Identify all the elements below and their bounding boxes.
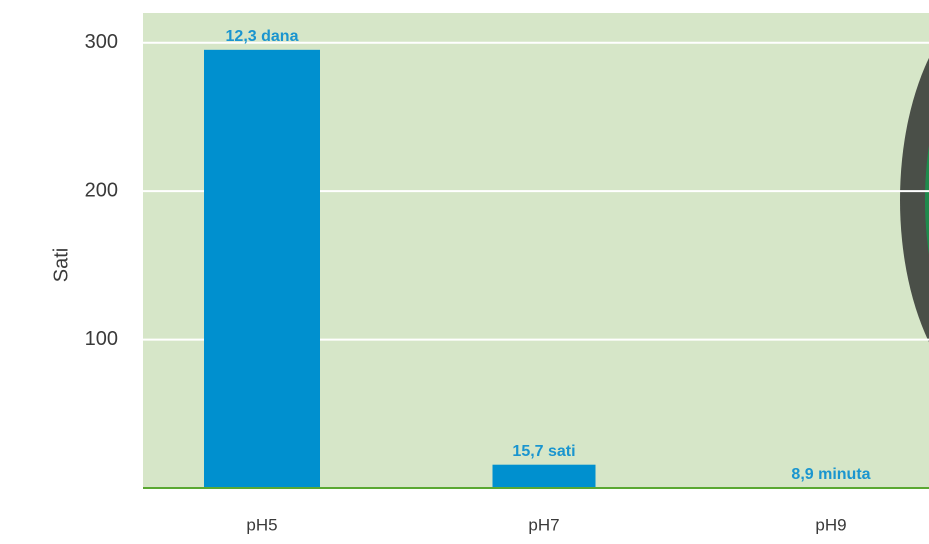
y-axis-label: Sati (50, 248, 72, 282)
decoration (900, 58, 929, 342)
value-label: 15,7 sati (512, 443, 575, 460)
x-tick-label: pH5 (246, 515, 277, 534)
value-label: 12,3 dana (226, 28, 299, 45)
x-tick-label: pH7 (528, 515, 559, 534)
y-tick-label: 100 (85, 328, 118, 350)
bar (492, 464, 596, 488)
y-tick-label: 300 (85, 31, 118, 53)
value-label: 8,9 minuta (791, 466, 870, 483)
y-tick-label: 200 (85, 179, 118, 201)
x-tick-label: pH9 (815, 515, 846, 534)
bar (204, 49, 320, 488)
